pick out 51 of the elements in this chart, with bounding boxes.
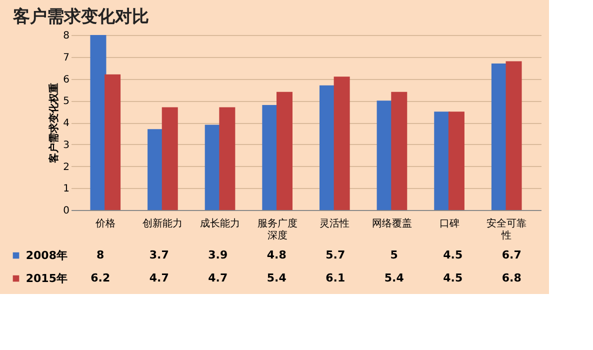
- y-tick-label: 3: [63, 140, 70, 151]
- data-label: 5.4: [266, 272, 287, 284]
- bar: [319, 85, 336, 210]
- bar: [434, 112, 450, 210]
- data-label: 6.1: [326, 272, 346, 284]
- bar: [491, 63, 508, 210]
- data-label: 3.7: [149, 248, 169, 262]
- data-label: 5.7: [326, 248, 346, 262]
- bar: [448, 112, 464, 210]
- data-label: 4.5: [443, 272, 463, 284]
- x-tick-label: 创新能力: [142, 218, 183, 230]
- data-label: 5: [390, 248, 398, 262]
- x-tick-label: 安全可靠性: [486, 218, 527, 242]
- y-tick-label: 1: [63, 184, 70, 195]
- data-label: 6.7: [502, 248, 522, 262]
- y-tick-label: 8: [63, 30, 70, 42]
- y-tick-label: 4: [63, 118, 70, 129]
- bar: [162, 107, 178, 210]
- bar: [148, 129, 164, 210]
- data-label: 8: [96, 248, 104, 262]
- data-label: 4.7: [208, 272, 228, 284]
- y-tick-label: 0: [63, 206, 70, 216]
- legend-label: 2015年: [26, 272, 68, 285]
- x-tick-label: 口碑: [439, 218, 460, 230]
- data-label: 4.7: [149, 272, 169, 284]
- bar: [506, 61, 522, 210]
- data-label: 6.2: [90, 272, 110, 284]
- x-tick-label: 网络覆盖: [372, 218, 412, 230]
- y-tick-label: 2: [63, 162, 70, 173]
- data-label: 4.8: [266, 248, 286, 262]
- y-tick-label: 7: [63, 52, 70, 64]
- bar: [262, 105, 278, 210]
- bar: [334, 76, 350, 210]
- x-tick-label: 成长能力: [200, 218, 240, 230]
- data-label: 6.8: [502, 272, 522, 284]
- legend-label: 2008年: [26, 249, 68, 262]
- chart-title: 客户需求变化对比: [12, 7, 149, 27]
- data-label: 5.4: [384, 272, 404, 284]
- y-axis-title: 客户需求变化权重: [48, 83, 60, 164]
- bar: [219, 107, 236, 210]
- data-label: 3.9: [208, 248, 228, 262]
- bar: [90, 35, 106, 210]
- x-tick-label: 灵活性: [320, 218, 350, 230]
- bar: [391, 92, 408, 210]
- bar: [276, 92, 293, 210]
- y-tick-label: 6: [63, 74, 70, 86]
- x-tick-label: 服务广度深度: [257, 218, 298, 242]
- y-tick-label: 5: [63, 96, 70, 108]
- x-tick-label: 价格: [94, 218, 116, 230]
- bar: [104, 74, 121, 210]
- data-label: 4.5: [443, 248, 463, 262]
